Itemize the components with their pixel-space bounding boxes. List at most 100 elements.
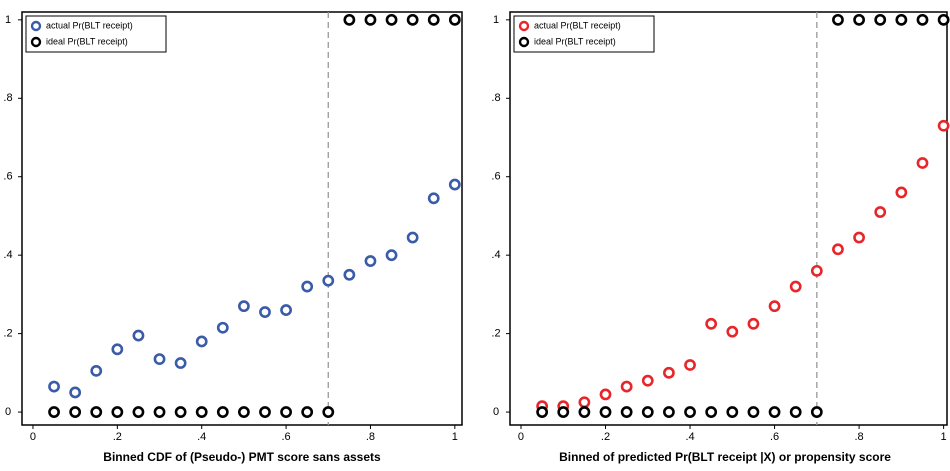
x-axis-title: Binned of predicted Pr(BLT receipt |X) o… xyxy=(559,450,891,464)
marker xyxy=(364,13,377,26)
marker xyxy=(385,13,398,26)
plot-frame xyxy=(509,11,948,426)
x-tick-label: .8 xyxy=(854,431,863,443)
marker xyxy=(853,231,865,244)
marker xyxy=(301,280,314,293)
legend-marker xyxy=(518,36,530,48)
legend-label: ideal Pr(BLT receipt) xyxy=(46,36,128,46)
y-tick-label: .8 xyxy=(491,92,500,104)
marker xyxy=(448,13,461,26)
marker xyxy=(641,374,654,387)
legend-label: ideal Pr(BLT receipt) xyxy=(534,36,616,46)
marker xyxy=(641,406,654,418)
marker xyxy=(768,300,781,313)
marker xyxy=(364,255,377,267)
marker xyxy=(599,388,612,401)
marker xyxy=(726,406,739,418)
marker xyxy=(578,406,591,418)
marker xyxy=(536,406,549,418)
y-tick-label: .8 xyxy=(3,92,12,104)
legend-marker xyxy=(30,36,42,48)
marker xyxy=(726,325,739,338)
marker xyxy=(853,13,865,26)
x-tick-label: .8 xyxy=(366,431,375,443)
marker xyxy=(406,13,419,26)
marker xyxy=(132,406,145,418)
x-tick-label: .2 xyxy=(601,431,610,443)
marker xyxy=(663,406,675,418)
y-tick-label: 1 xyxy=(493,14,499,26)
y-tick-label: .6 xyxy=(3,171,12,183)
marker xyxy=(343,13,356,26)
chart-panel: 0 .2 .4 .6 .8 1 0 .2 .4 .6 .8 1 Binned of predicted … xyxy=(491,11,950,464)
marker xyxy=(620,406,633,418)
legend-marker xyxy=(30,20,42,32)
marker xyxy=(174,406,187,418)
x-tick-label: 0 xyxy=(518,431,524,443)
y-tick-label: .6 xyxy=(491,171,500,183)
marker xyxy=(216,321,229,334)
marker xyxy=(895,13,908,26)
marker xyxy=(69,406,82,418)
marker xyxy=(448,178,461,191)
marker xyxy=(69,386,82,399)
marker xyxy=(343,268,356,281)
y-tick-label: 1 xyxy=(5,14,11,26)
marker xyxy=(237,300,250,313)
marker xyxy=(237,406,250,418)
marker xyxy=(427,13,440,26)
marker xyxy=(174,357,187,369)
marker xyxy=(620,380,633,393)
marker xyxy=(663,366,675,379)
marker xyxy=(153,353,166,366)
y-tick-label: .2 xyxy=(491,328,500,340)
legend-marker xyxy=(518,20,530,32)
marker xyxy=(937,119,950,132)
y-tick-label: .2 xyxy=(3,328,12,340)
marker xyxy=(48,380,60,393)
x-tick-label: 1 xyxy=(941,431,947,443)
y-tick-label: .4 xyxy=(3,249,12,261)
marker xyxy=(578,396,591,409)
marker xyxy=(895,186,908,199)
marker xyxy=(789,280,802,293)
x-tick-label: 1 xyxy=(452,431,458,443)
marker xyxy=(427,192,440,205)
x-tick-label: .6 xyxy=(281,431,290,443)
plot-frame xyxy=(21,11,463,426)
marker xyxy=(216,406,229,418)
y-tick-label: 0 xyxy=(493,406,499,418)
marker xyxy=(874,206,887,218)
marker xyxy=(385,249,398,262)
y-tick-label: .4 xyxy=(491,249,500,261)
marker xyxy=(132,329,145,342)
marker xyxy=(259,406,271,418)
marker xyxy=(747,406,760,418)
legend-box xyxy=(25,15,167,53)
marker xyxy=(789,406,802,418)
marker xyxy=(90,364,103,377)
chart-panel: 0 .2 .4 .6 .8 1 0 .2 .4 .6 .8 1 Binned CDF of (Pseud… xyxy=(3,11,463,464)
x-tick-label: .4 xyxy=(197,431,206,443)
marker xyxy=(832,13,844,26)
marker xyxy=(810,264,823,277)
marker xyxy=(832,243,844,256)
marker xyxy=(874,13,887,26)
x-tick-label: .2 xyxy=(113,431,122,443)
marker xyxy=(705,317,718,330)
x-tick-label: .4 xyxy=(685,431,694,443)
marker xyxy=(195,406,208,418)
marker xyxy=(747,317,760,330)
marker xyxy=(916,157,929,169)
legend-label: actual Pr(BLT receipt) xyxy=(534,20,621,30)
legend-label: actual Pr(BLT receipt) xyxy=(46,20,133,30)
x-axis-title: Binned CDF of (Pseudo-) PMT score sans a… xyxy=(103,450,381,464)
marker xyxy=(322,274,335,287)
marker xyxy=(768,406,781,418)
marker xyxy=(705,406,718,418)
marker xyxy=(153,406,166,418)
x-tick-label: 0 xyxy=(30,431,36,443)
marker xyxy=(684,359,696,371)
marker xyxy=(111,343,124,356)
